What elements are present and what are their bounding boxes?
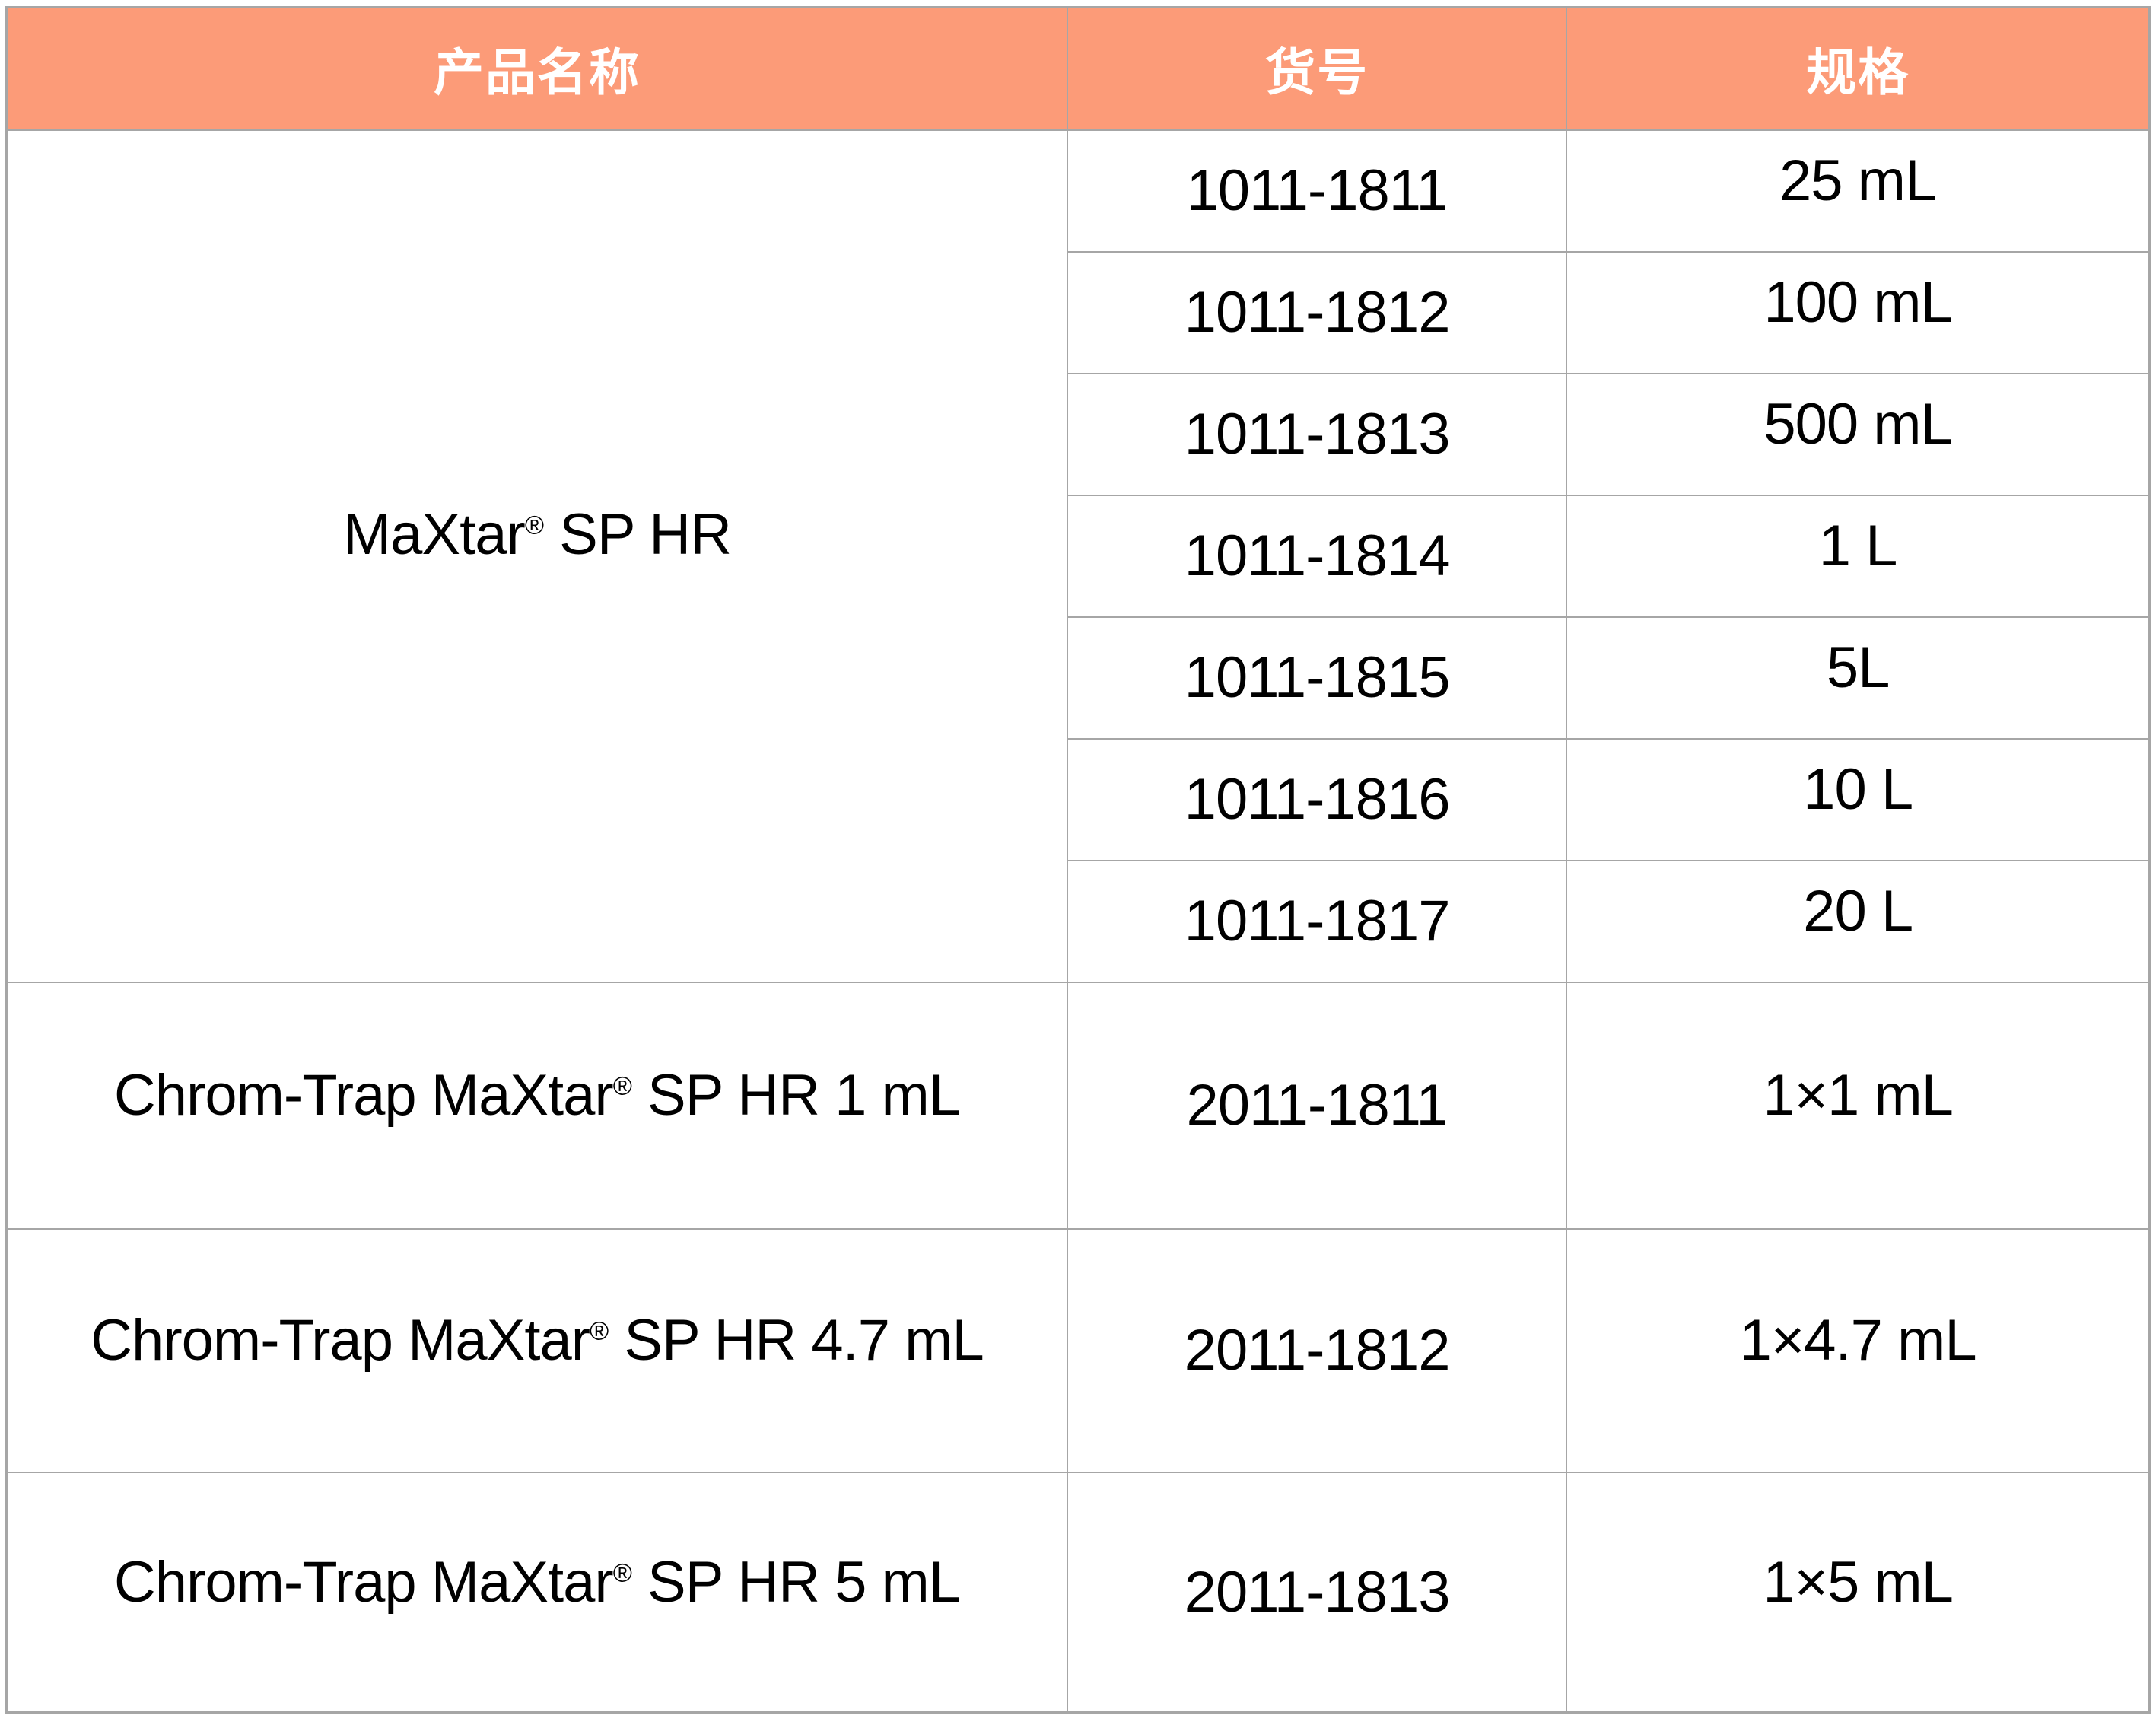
table-row: 1011-1813 500 mL xyxy=(7,372,2151,496)
table-row: MaXtar® SP HR 1011-1811 25 mL xyxy=(5,129,2151,983)
spec-cell: 1 L xyxy=(1566,494,2151,618)
product-name-cell: Chrom-Trap MaXtar® SP HR 1 mL xyxy=(5,981,1068,1230)
product-name-cell: Chrom-Trap MaXtar® SP HR 5 mL xyxy=(5,1471,1068,1714)
catalog-number-cell: 1011-1811 xyxy=(1066,129,1568,253)
catalog-number-cell: 2011-1812 xyxy=(1066,1227,1568,1473)
header-cell-spec: 规格 xyxy=(1566,6,2151,131)
catalog-number-cell: 1011-1814 xyxy=(1066,494,1568,618)
table-row: 1011-1814 1 L xyxy=(7,494,2151,618)
table-row: Chrom-Trap MaXtar® SP HR 4.7 mL 2011-181… xyxy=(5,1227,2151,1473)
catalog-number-cell: 2011-1811 xyxy=(1066,981,1568,1230)
spec-cell: 500 mL xyxy=(1566,372,2151,496)
spec-cell: 1×5 mL xyxy=(1566,1471,2151,1714)
spec-cell: 25 mL xyxy=(1566,129,2151,253)
spec-cell: 20 L xyxy=(1566,859,2151,983)
catalog-number-cell: 1011-1812 xyxy=(1066,250,1568,374)
catalog-number-cell: 1011-1816 xyxy=(1066,737,1568,861)
catalog-number-cell: 1011-1813 xyxy=(1066,372,1568,496)
product-table: 产品名称 货号 规格 MaXtar® SP HR 1011-1811 25 mL… xyxy=(5,6,2151,1714)
table-row: Chrom-Trap MaXtar® SP HR 1 mL 2011-1811 … xyxy=(5,981,2151,1230)
product-name-cell: Chrom-Trap MaXtar® SP HR 4.7 mL xyxy=(5,1227,1068,1473)
catalog-number-cell: 2011-1813 xyxy=(1066,1471,1568,1714)
product-name-cell: MaXtar® SP HR xyxy=(5,129,1068,983)
spec-cell: 10 L xyxy=(1566,737,2151,861)
table-row: 1011-1817 20 L xyxy=(7,859,2151,983)
table-row: 1011-1812 100 mL xyxy=(7,250,2151,374)
table-row: 1011-1816 10 L xyxy=(7,737,2151,861)
spec-cell: 1×4.7 mL xyxy=(1566,1227,2151,1473)
table-row: Chrom-Trap MaXtar® SP HR 5 mL 2011-1813 … xyxy=(5,1471,2151,1714)
spec-cell: 5L xyxy=(1566,616,2151,740)
catalog-number-cell: 1011-1817 xyxy=(1066,859,1568,983)
header-cell-catalog-number: 货号 xyxy=(1066,6,1568,131)
table-row: 1011-1815 5L xyxy=(7,616,2151,740)
product-table-container: 产品名称 货号 规格 MaXtar® SP HR 1011-1811 25 mL… xyxy=(5,6,2151,1714)
spec-cell: 1×1 mL xyxy=(1566,981,2151,1230)
table-header-row: 产品名称 货号 规格 xyxy=(5,6,2151,131)
header-cell-product-name: 产品名称 xyxy=(5,6,1068,131)
catalog-number-cell: 1011-1815 xyxy=(1066,616,1568,740)
spec-cell: 100 mL xyxy=(1566,250,2151,374)
